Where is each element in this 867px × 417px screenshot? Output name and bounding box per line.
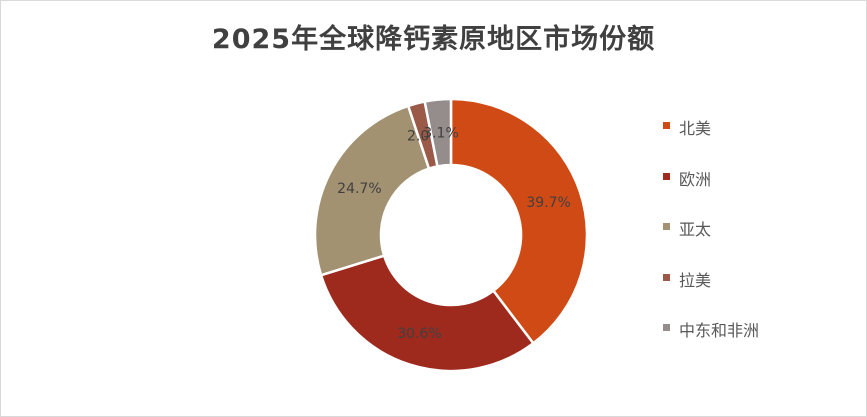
legend-swatch [663, 324, 670, 331]
legend-label: 亚太 [679, 220, 712, 239]
legend-label: 中东和非洲 [679, 321, 760, 340]
legend-item-0: 北美 [663, 115, 759, 166]
slice-4 [423, 97, 453, 168]
data-label-4: 3.1% [423, 125, 459, 141]
data-label-2: 24.7% [337, 181, 381, 197]
legend-swatch [663, 273, 670, 281]
slice-0 [449, 97, 589, 345]
legend: 北美欧洲亚太拉美中东和非洲 [663, 115, 759, 368]
legend-item-4: 中东和非洲 [663, 317, 759, 368]
chart-title: 2025年全球降钙素原地区市场份额 [211, 24, 656, 55]
legend-swatch [663, 122, 670, 129]
legend-label: 拉美 [679, 270, 712, 290]
data-label-1: 30.6% [397, 326, 441, 342]
legend-item-1: 欧洲 [663, 166, 759, 217]
legend-swatch [663, 223, 670, 230]
slice-2 [313, 104, 431, 277]
data-label-0: 39.7% [526, 195, 570, 211]
legend-label: 北美 [679, 119, 712, 138]
legend-item-2: 亚太 [663, 216, 759, 267]
legend-swatch [663, 172, 670, 180]
legend-item-3: 拉美 [663, 267, 759, 318]
slice-1 [319, 254, 535, 373]
legend-label: 欧洲 [679, 169, 712, 189]
